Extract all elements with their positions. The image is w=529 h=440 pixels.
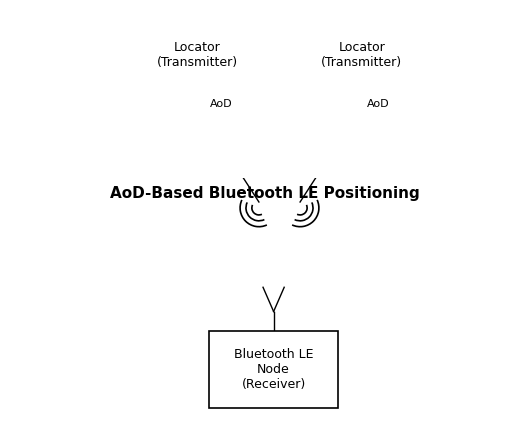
Bar (209, 331, 339, 408)
Text: AoD: AoD (367, 99, 389, 109)
Text: Bluetooth LE
Node
(Receiver): Bluetooth LE Node (Receiver) (234, 348, 313, 391)
Text: AoD-Based Bluetooth LE Positioning: AoD-Based Bluetooth LE Positioning (110, 186, 419, 201)
Text: AoD: AoD (210, 99, 233, 109)
Bar (139, 26, 256, 84)
Bar (303, 26, 421, 84)
Text: Locator
(Transmitter): Locator (Transmitter) (157, 41, 238, 69)
Text: Locator
(Transmitter): Locator (Transmitter) (321, 41, 403, 69)
